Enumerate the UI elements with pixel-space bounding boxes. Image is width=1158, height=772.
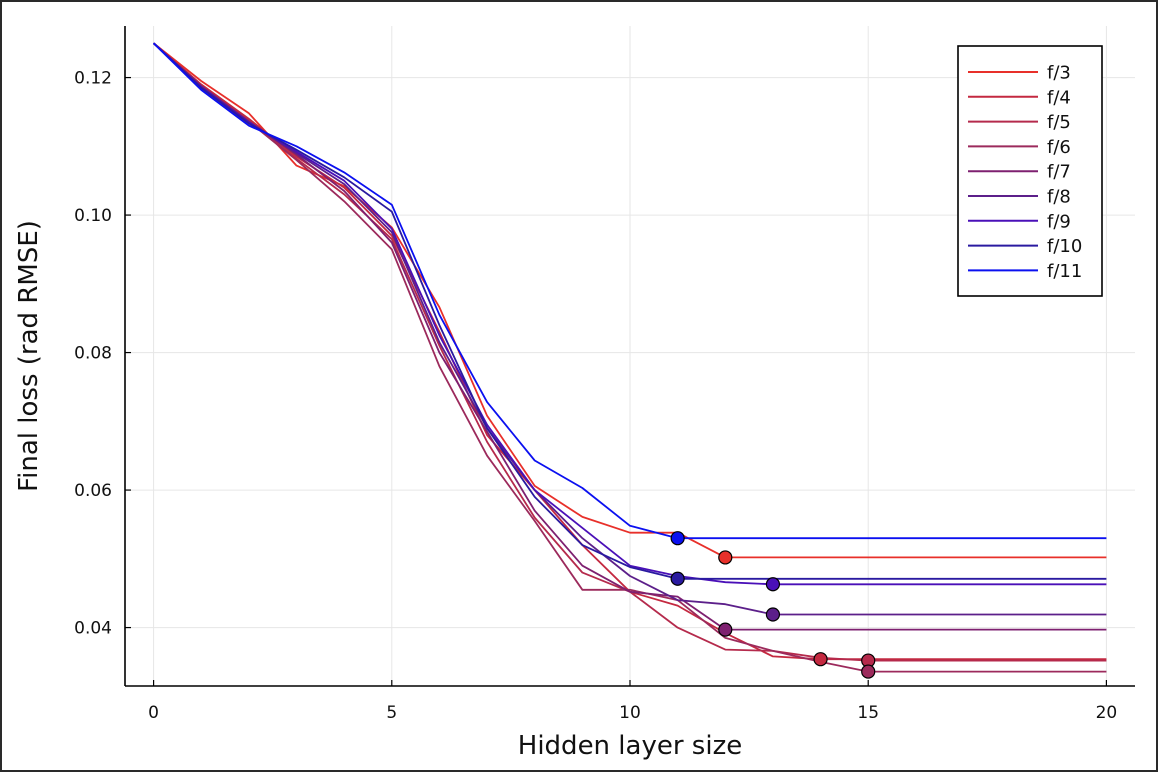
x-tick-label: 0 <box>148 703 159 723</box>
axes <box>124 26 1135 687</box>
y-tick-label: 0.12 <box>74 69 112 89</box>
legend-label: f/11 <box>1047 261 1082 282</box>
tick-labels: 0 5 10 15 20 0.04 0.06 0.08 0.10 0.12 <box>74 69 1117 723</box>
y-tick-label: 0.10 <box>74 206 112 226</box>
minimum-markers <box>670 531 876 679</box>
y-tick-label: 0.08 <box>74 344 112 364</box>
legend-label: f/6 <box>1047 137 1071 158</box>
series-line-f-3 <box>153 42 1107 559</box>
y-tick-label: 0.04 <box>74 619 112 639</box>
min-marker-f-7 <box>718 622 733 637</box>
min-marker-f-4 <box>813 652 828 667</box>
legend-label: f/9 <box>1047 211 1071 232</box>
series-line-f-7 <box>152 42 1107 631</box>
min-marker-f-9 <box>765 577 781 592</box>
min-marker-f-11 <box>670 531 685 546</box>
min-marker-f-10 <box>670 571 685 586</box>
legend-label: f/7 <box>1047 162 1071 183</box>
legend-label: f/10 <box>1047 236 1082 257</box>
legend: f/3 f/4 f/5 f/6 f/7 f/8 f/9 f/10 f/11 <box>957 45 1103 297</box>
legend-label: f/5 <box>1047 112 1071 133</box>
series-line-f-9 <box>152 42 1107 586</box>
series-line-f-10 <box>152 42 1107 580</box>
x-tick-label: 5 <box>386 703 397 723</box>
min-marker-f-8 <box>765 607 781 622</box>
x-tick-label: 15 <box>857 703 879 723</box>
y-axis-label: Final loss (rad RMSE) <box>14 220 44 492</box>
series-line-f-11 <box>152 42 1107 540</box>
min-marker-f-3 <box>718 550 733 565</box>
series-line-f-8 <box>152 42 1107 616</box>
y-tick-label: 0.06 <box>74 481 112 501</box>
legend-label: f/4 <box>1047 87 1071 108</box>
x-tick-label: 10 <box>619 703 641 723</box>
legend-label: f/8 <box>1047 187 1071 208</box>
min-marker-f-6 <box>861 664 876 679</box>
series-lines <box>152 42 1107 673</box>
x-tick-label: 20 <box>1096 703 1118 723</box>
series-line-f-6 <box>152 42 1107 673</box>
legend-label: f/3 <box>1047 63 1071 84</box>
x-axis-label: Hidden layer size <box>518 731 742 761</box>
